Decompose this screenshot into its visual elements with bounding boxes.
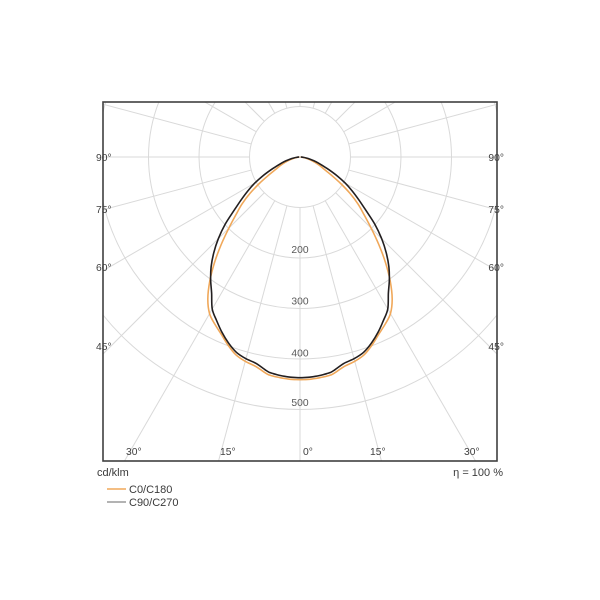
svg-text:45°: 45° (488, 342, 504, 353)
svg-text:η = 100 %: η = 100 % (453, 467, 503, 479)
svg-text:C0/C180: C0/C180 (129, 484, 172, 496)
svg-text:C90/C270: C90/C270 (129, 497, 179, 509)
svg-text:60°: 60° (488, 263, 504, 274)
svg-text:30°: 30° (464, 447, 480, 458)
svg-text:0°: 0° (303, 447, 313, 458)
svg-text:200: 200 (291, 245, 308, 256)
svg-text:75°: 75° (488, 205, 504, 216)
svg-text:15°: 15° (370, 447, 386, 458)
svg-text:400: 400 (291, 349, 308, 360)
svg-text:90°: 90° (488, 153, 504, 164)
svg-text:cd/klm: cd/klm (97, 467, 129, 479)
svg-text:300: 300 (291, 297, 308, 308)
svg-text:60°: 60° (96, 263, 112, 274)
svg-text:30°: 30° (126, 447, 142, 458)
svg-text:500: 500 (291, 398, 308, 409)
svg-text:45°: 45° (96, 342, 112, 353)
svg-text:15°: 15° (220, 447, 236, 458)
svg-text:90°: 90° (96, 153, 112, 164)
svg-text:75°: 75° (96, 205, 112, 216)
